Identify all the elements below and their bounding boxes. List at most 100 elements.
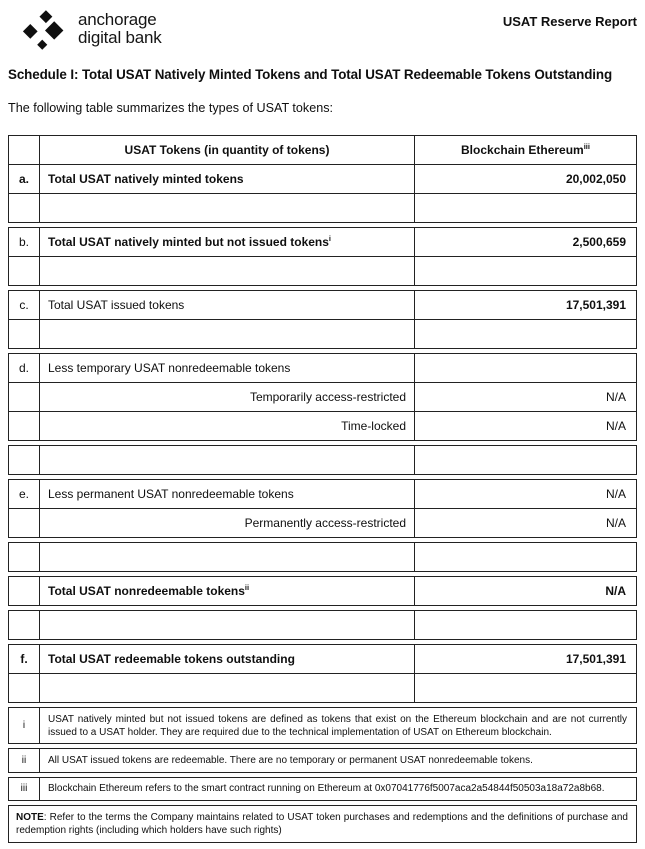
report-title: USAT Reserve Report bbox=[502, 14, 637, 29]
row-total-nonredeemable: Total USAT nonredeemable tokensii N/A bbox=[9, 577, 636, 605]
row-value bbox=[414, 194, 636, 222]
logo-line1: anchorage bbox=[78, 10, 157, 29]
row-value: N/A bbox=[414, 577, 636, 605]
row-letter: a. bbox=[18, 172, 29, 186]
superscript-marker: i bbox=[328, 234, 332, 243]
row-value bbox=[414, 611, 636, 639]
row-value: N/A bbox=[414, 509, 636, 537]
row-c: c. Total USAT issued tokens 17,501,391 bbox=[9, 291, 636, 319]
intro-text: The following table summarizes the types… bbox=[8, 101, 334, 115]
document-header: anchorage digital bank USAT Reserve Repo… bbox=[8, 8, 637, 51]
row-letter bbox=[9, 383, 39, 411]
note-row: NOTE: Refer to the terms the Company mai… bbox=[8, 804, 637, 844]
row-value bbox=[414, 354, 636, 382]
group-total-nonredeemable: Total USAT nonredeemable tokensii N/A bbox=[8, 576, 637, 606]
group-b: b. Total USAT natively minted but not iss… bbox=[8, 227, 637, 286]
group-e: e. Less permanent USAT nonredeemable toke… bbox=[8, 479, 637, 538]
row-label bbox=[39, 543, 414, 571]
row-label bbox=[39, 194, 414, 222]
row-letter bbox=[9, 509, 39, 537]
row-value: 17,501,391 bbox=[414, 291, 636, 319]
row-value: N/A bbox=[414, 383, 636, 411]
row-letter bbox=[9, 611, 39, 639]
row-letter bbox=[9, 320, 39, 348]
row-letter: c. bbox=[19, 298, 29, 312]
row-letter: e. bbox=[18, 487, 29, 501]
footnote-text: All USAT issued tokens are redeemable. T… bbox=[39, 749, 636, 772]
row-letter: f. bbox=[20, 652, 28, 666]
spacer-group bbox=[8, 542, 637, 572]
row-b: b. Total USAT natively minted but not iss… bbox=[9, 228, 636, 256]
note-label: NOTE bbox=[16, 811, 44, 823]
row-label bbox=[39, 257, 414, 285]
spacer-row bbox=[9, 543, 636, 571]
row-d-sub-timelocked: Time-locked N/A bbox=[9, 411, 636, 440]
footnote-marker: iii bbox=[20, 783, 28, 795]
row-d: d. Less temporary USAT nonredeemable toke… bbox=[9, 354, 636, 382]
footnote-text: USAT natively minted but not issued toke… bbox=[39, 708, 636, 744]
row-label: Permanently access-restricted bbox=[39, 509, 414, 537]
row-value: N/A bbox=[414, 480, 636, 508]
row-label bbox=[39, 446, 414, 474]
footnote-row: i USAT natively minted but not issued tok… bbox=[9, 708, 636, 744]
spacer-row bbox=[9, 193, 636, 222]
row-label: Less temporary USAT nonredeemable tokens bbox=[39, 354, 414, 382]
row-e-sub-permanently: Permanently access-restricted N/A bbox=[9, 508, 636, 537]
footnote-row: ii All USAT issued tokens are redeemable.… bbox=[9, 749, 636, 772]
logo-line2: digital bank bbox=[78, 28, 162, 48]
footnote-text: Blockchain Ethereum refers to the smart … bbox=[39, 777, 636, 800]
row-label: Total USAT redeemable tokens outstanding bbox=[39, 645, 414, 673]
anchorage-diamonds-icon bbox=[22, 10, 64, 50]
row-letter: b. bbox=[18, 235, 29, 249]
footnote-marker: ii bbox=[21, 754, 27, 766]
group-header-a: USAT Tokens (in quantity of tokens) Block… bbox=[8, 135, 637, 223]
footnote-ii: ii All USAT issued tokens are redeemable.… bbox=[8, 748, 637, 773]
note-content: NOTE: Refer to the terms the Company mai… bbox=[9, 806, 636, 842]
row-value bbox=[414, 320, 636, 348]
row-label: USAT Tokens (in quantity of tokens) bbox=[39, 136, 414, 164]
row-label: Total USAT natively minted but not issue… bbox=[39, 228, 414, 256]
row-label bbox=[39, 674, 414, 702]
row-label: Total USAT nonredeemable tokensii bbox=[39, 577, 414, 605]
row-e: e. Less permanent USAT nonredeemable toke… bbox=[9, 480, 636, 508]
row-letter bbox=[9, 446, 39, 474]
spacer-row bbox=[9, 611, 636, 639]
row-letter bbox=[9, 136, 39, 164]
spacer-row bbox=[9, 673, 636, 702]
row-a: a. Total USAT natively minted tokens 20,00… bbox=[9, 164, 636, 193]
spacer-row bbox=[9, 446, 636, 474]
row-label bbox=[39, 320, 414, 348]
row-letter bbox=[9, 674, 39, 702]
row-value: 2,500,659 bbox=[414, 228, 636, 256]
spacer-row bbox=[9, 256, 636, 285]
row-value bbox=[414, 674, 636, 702]
footnote-row: iii Blockchain Ethereum refers to the sma… bbox=[9, 777, 636, 800]
row-label bbox=[39, 611, 414, 639]
row-f: f. Total USAT redeemable tokens outstandi… bbox=[9, 645, 636, 673]
row-value: 17,501,391 bbox=[414, 645, 636, 673]
spacer-group bbox=[8, 610, 637, 640]
row-value bbox=[414, 543, 636, 571]
row-value: 20,002,050 bbox=[414, 165, 636, 193]
footnote-marker: i bbox=[22, 720, 26, 732]
row-letter bbox=[9, 543, 39, 571]
row-value bbox=[414, 446, 636, 474]
row-label: Time-locked bbox=[39, 412, 414, 440]
row-letter bbox=[9, 577, 39, 605]
row-letter: d. bbox=[18, 361, 29, 375]
header-row: USAT Tokens (in quantity of tokens) Block… bbox=[9, 136, 636, 164]
group-d: d. Less temporary USAT nonredeemable toke… bbox=[8, 353, 637, 441]
row-value bbox=[414, 257, 636, 285]
note-text: : Refer to the terms the Company maintai… bbox=[16, 811, 628, 836]
schedule-title: Schedule I: Total USAT Natively Minted T… bbox=[8, 67, 613, 82]
footnotes-section: i USAT natively minted but not issued tok… bbox=[8, 707, 637, 801]
logo-wordmark: anchorage digital bank bbox=[78, 10, 162, 51]
superscript-marker: iii bbox=[583, 142, 590, 151]
group-f: f. Total USAT redeemable tokens outstandi… bbox=[8, 644, 637, 703]
token-table: USAT Tokens (in quantity of tokens) Block… bbox=[8, 135, 637, 703]
row-value: N/A bbox=[414, 412, 636, 440]
anchorage-logo: anchorage digital bank bbox=[22, 8, 162, 51]
footnote-iii: iii Blockchain Ethereum refers to the sma… bbox=[8, 776, 637, 801]
superscript-marker: ii bbox=[244, 583, 250, 592]
